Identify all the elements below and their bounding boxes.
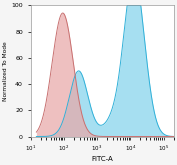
X-axis label: FITC-A: FITC-A <box>91 156 113 162</box>
Y-axis label: Normalized To Mode: Normalized To Mode <box>4 41 8 101</box>
